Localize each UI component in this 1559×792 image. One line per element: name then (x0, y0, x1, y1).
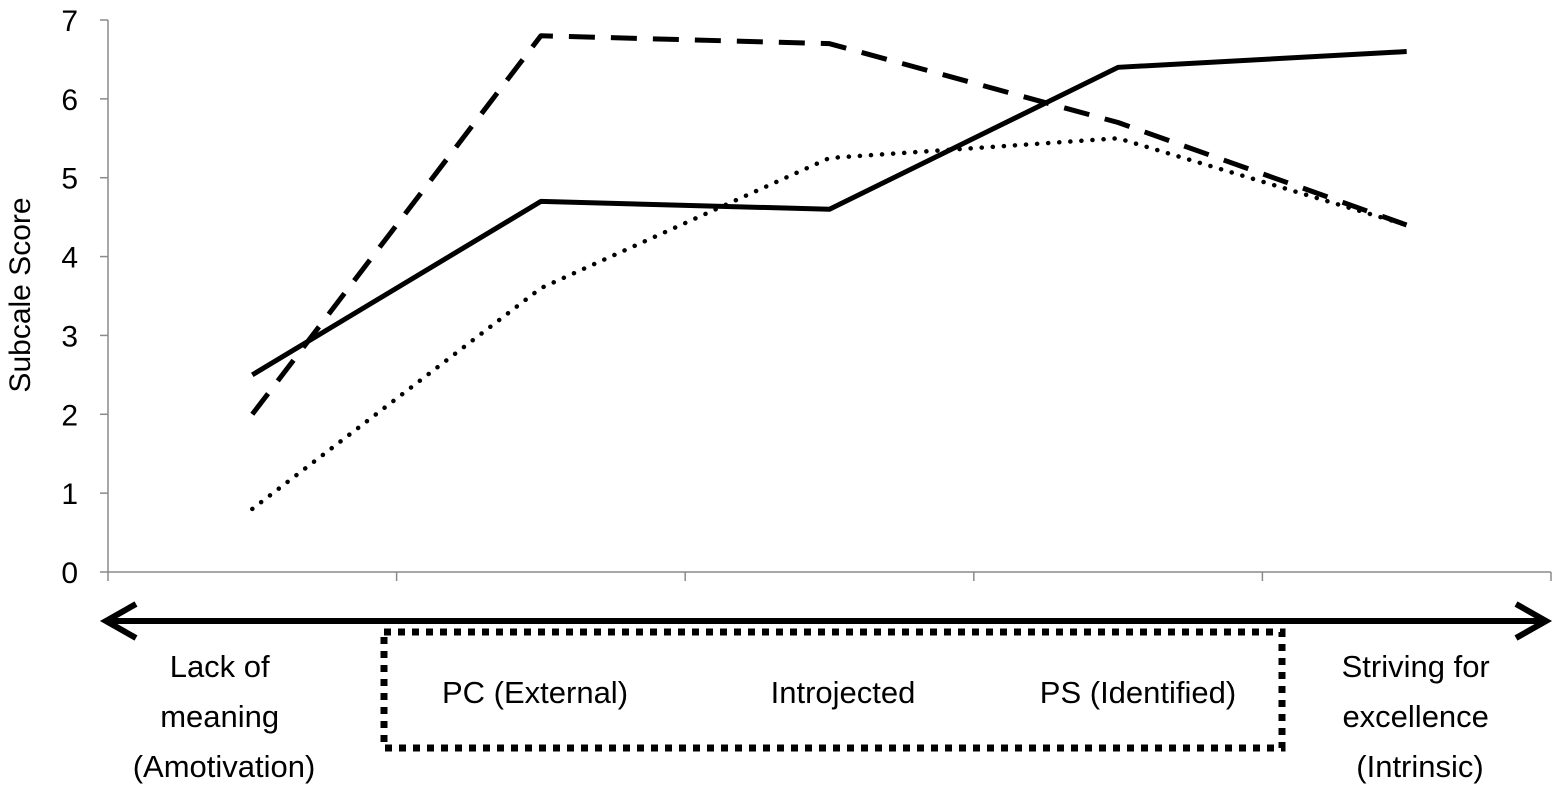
x-ticks (107, 572, 1552, 581)
category-label-introjected: Introjected (771, 675, 916, 710)
series-line-solid (251, 49, 1407, 377)
y-tick-label: 5 (61, 163, 78, 196)
y-tick-label: 3 (61, 320, 78, 353)
series-line-dotted (250, 136, 1409, 512)
y-ticks: 0 1 2 3 4 5 6 7 (61, 5, 108, 590)
category-label-external: PC (External) (442, 675, 628, 710)
category-label-intrinsic: Striving for excellence (Intrinsic) (1342, 649, 1499, 784)
continuum-arrow (99, 601, 1553, 641)
controlled-motivation-box (380, 628, 1286, 752)
y-axis-title: Subcale Score (4, 197, 37, 392)
y-tick-label: 7 (61, 5, 78, 38)
y-tick-label: 2 (61, 399, 78, 432)
category-label-amotivation: Lack of meaning (Amotivation) (133, 649, 316, 784)
y-tick-label: 6 (61, 84, 78, 117)
continuum-arrow-left-head (99, 601, 138, 641)
y-tick-label: 4 (61, 242, 78, 275)
series-layer (250, 33, 1409, 512)
y-tick-label: 0 (61, 557, 78, 590)
series-line-dashed (250, 33, 1408, 416)
category-label-identified: PS (Identified) (1040, 675, 1236, 710)
y-tick-label: 1 (61, 478, 78, 511)
continuum-arrow-right-head (1514, 601, 1553, 641)
